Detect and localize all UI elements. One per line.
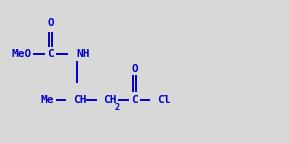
Text: CH: CH — [103, 95, 117, 105]
Text: O: O — [47, 18, 54, 28]
Text: 2: 2 — [114, 103, 119, 112]
Text: O: O — [131, 64, 138, 74]
Text: CH: CH — [73, 95, 86, 105]
Text: Me: Me — [40, 95, 54, 105]
Text: C: C — [47, 49, 54, 59]
Text: Cl: Cl — [158, 95, 171, 105]
Text: NH: NH — [77, 49, 90, 59]
Text: C: C — [131, 95, 138, 105]
Text: MeO: MeO — [12, 49, 32, 59]
